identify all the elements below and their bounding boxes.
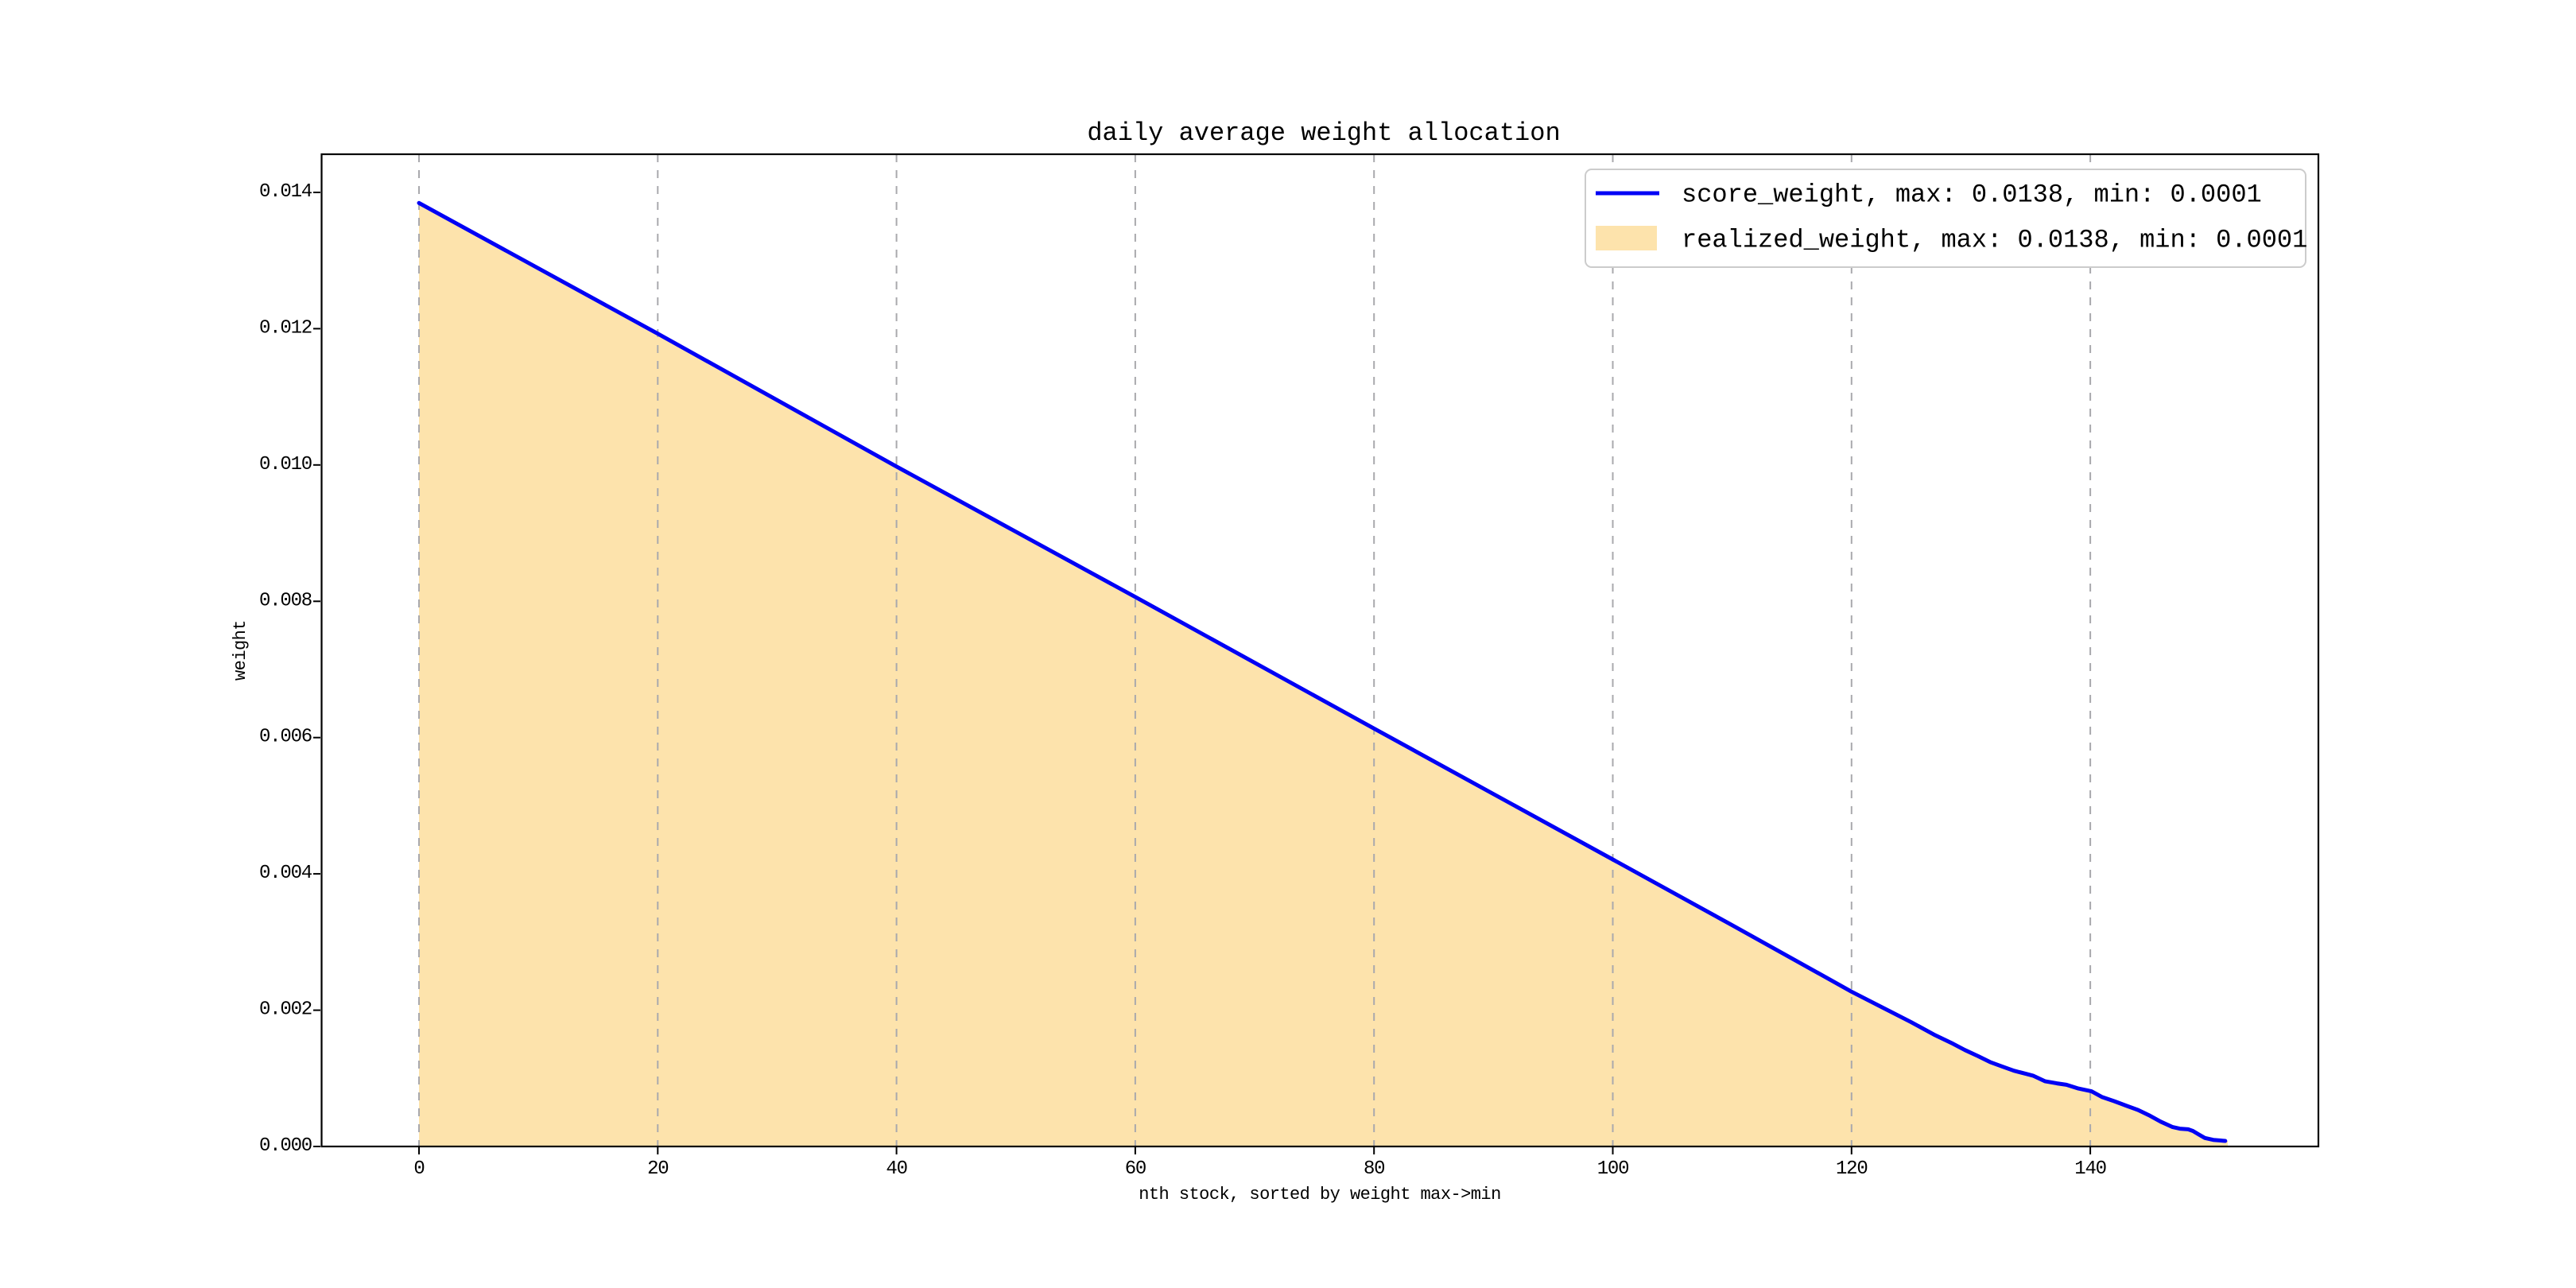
svg-text:0.002: 0.002 [259, 999, 312, 1021]
svg-text:0.006: 0.006 [259, 727, 312, 748]
svg-text:nth stock, sorted by weight ma: nth stock, sorted by weight max->min [1139, 1185, 1500, 1205]
svg-text:0: 0 [413, 1158, 424, 1180]
svg-text:0.008: 0.008 [259, 590, 312, 611]
svg-text:40: 40 [886, 1158, 906, 1180]
svg-text:80: 80 [1364, 1158, 1384, 1180]
svg-text:60: 60 [1125, 1158, 1146, 1180]
svg-text:0.014: 0.014 [259, 181, 312, 203]
svg-text:120: 120 [1836, 1158, 1868, 1180]
svg-text:realized_weight, max: 0.0138,: realized_weight, max: 0.0138, min: 0.000… [1682, 226, 2307, 255]
svg-text:daily average weight allocatio: daily average weight allocation [1087, 118, 1560, 148]
svg-text:0.004: 0.004 [259, 863, 312, 884]
svg-text:score_weight, max: 0.0138, min: score_weight, max: 0.0138, min: 0.0001 [1682, 180, 2262, 210]
svg-text:100: 100 [1597, 1158, 1629, 1180]
svg-text:20: 20 [647, 1158, 668, 1180]
svg-text:weight: weight [231, 620, 250, 681]
svg-text:140: 140 [2074, 1158, 2106, 1180]
svg-text:0.012: 0.012 [259, 317, 312, 339]
svg-text:0.010: 0.010 [259, 454, 312, 475]
svg-text:0.000: 0.000 [259, 1135, 312, 1157]
